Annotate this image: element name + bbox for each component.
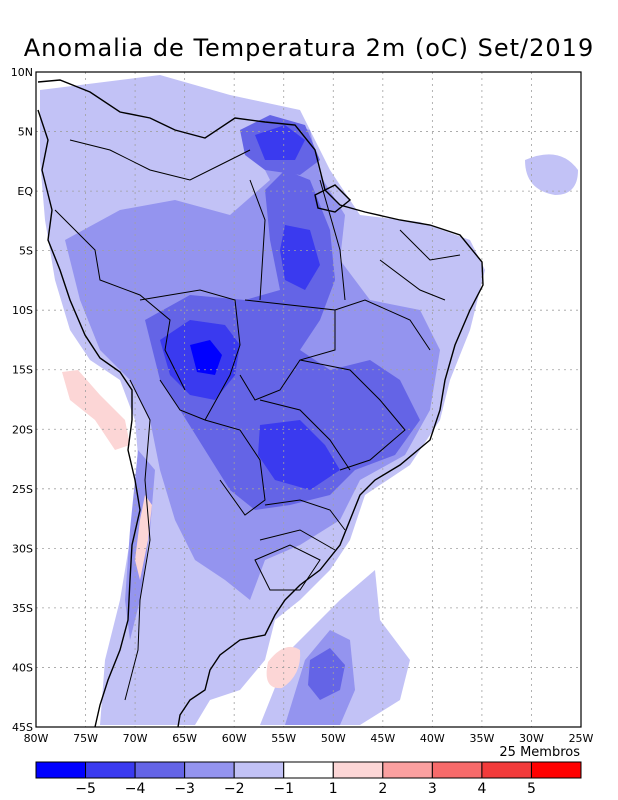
anomaly-level-minus1-ocean-ne [525,154,578,195]
colorbar-labels: −5 −4 −3 −2 −1 1 2 3 4 5 [75,781,536,797]
colorbar-label: −3 [174,781,195,797]
y-tick-label: 30S [12,542,33,555]
x-tick-label: 70W [123,732,148,745]
y-tick-label: 35S [12,602,33,615]
country-borders [54,139,461,701]
marajo-island [314,184,352,213]
colorbar-label: 3 [428,781,437,797]
y-axis-ticks: 10N 5N EQ 5S 10S 15S 20S 25S 30S 35S 40S 45S [11,66,34,734]
anomaly-field [40,75,578,725]
colorbar-label: −2 [224,781,245,797]
border-argentina-chile [124,379,151,701]
colorbar-label: −5 [75,781,96,797]
x-tick-label: 25W [569,732,594,745]
members-label: 25 Membros [499,745,580,760]
x-tick-label: 30W [519,732,544,745]
colorbar-swatch [481,761,532,779]
anomaly-level-minus4-para [280,225,320,290]
y-tick-label: 10N [11,66,33,79]
colorbar-label: −1 [273,781,294,797]
y-tick-label: 5S [19,245,33,258]
colorbar-swatch [332,761,384,779]
map-frame [35,71,582,728]
x-tick-label: 45W [370,732,395,745]
x-tick-label: 65W [172,732,197,745]
colorbar-swatch [382,761,433,779]
lat-lon-grid [36,72,581,727]
anomaly-level-minus5 [190,340,222,375]
anomaly-warm-chile-coast [62,370,130,450]
anomaly-level-minus3-atlantic [308,648,345,700]
x-tick-label: 40W [420,732,445,745]
border-peru-brazil [54,209,186,391]
colorbar-swatch [283,761,334,779]
border-paraguay [204,419,266,516]
coastlines [37,79,484,727]
colorbar-label: 4 [477,781,486,797]
anomaly-level-minus4-amapa [255,125,305,160]
pacific-coastline [37,109,141,727]
colorbar-swatch [134,761,186,779]
colorbar-label: 2 [378,781,387,797]
x-tick-label: 80W [24,732,49,745]
border-uruguay [254,544,321,591]
border-amazon-north [69,139,251,181]
anomaly-level-minus3 [145,170,420,510]
x-tick-label: 35W [469,732,494,745]
colorbar-swatch [35,761,87,779]
y-tick-label: 5N [18,126,33,139]
x-tick-label: 75W [73,732,98,745]
colorbar [35,761,582,779]
colorbar-label: −4 [125,781,146,797]
border-bolivia [139,289,241,421]
map-title: Anomalia de Temperatura 2m (oC) Set/2019 [23,34,595,62]
colorbar-swatch [530,761,582,779]
colorbar-swatch [233,761,285,779]
y-tick-label: 45S [12,721,33,734]
brazil-states [239,179,461,551]
colorbar-label: 5 [527,781,536,797]
south-america-coastline [37,79,484,727]
x-tick-label: 60W [222,732,247,745]
y-tick-label: EQ [17,185,33,198]
colorbar-swatch [184,761,235,779]
x-axis-ticks: 80W 75W 70W 65W 60W 55W 50W 45W 40W 35W 30W 25W [24,732,594,745]
x-tick-label: 50W [321,732,346,745]
anomaly-level-minus4-south [258,420,340,490]
y-tick-label: 40S [12,661,33,674]
y-tick-label: 25S [12,483,33,496]
x-tick-label: 55W [271,732,296,745]
colorbar-label: 1 [329,781,338,797]
colorbar-swatch [85,761,136,779]
colorbar-swatch [431,761,483,779]
y-tick-label: 10S [12,304,33,317]
y-tick-label: 15S [12,364,33,377]
y-tick-label: 20S [12,423,33,436]
